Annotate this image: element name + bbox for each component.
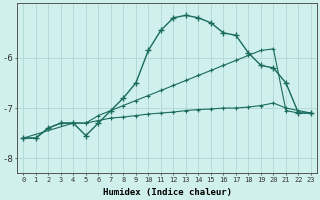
X-axis label: Humidex (Indice chaleur): Humidex (Indice chaleur) bbox=[103, 188, 232, 197]
